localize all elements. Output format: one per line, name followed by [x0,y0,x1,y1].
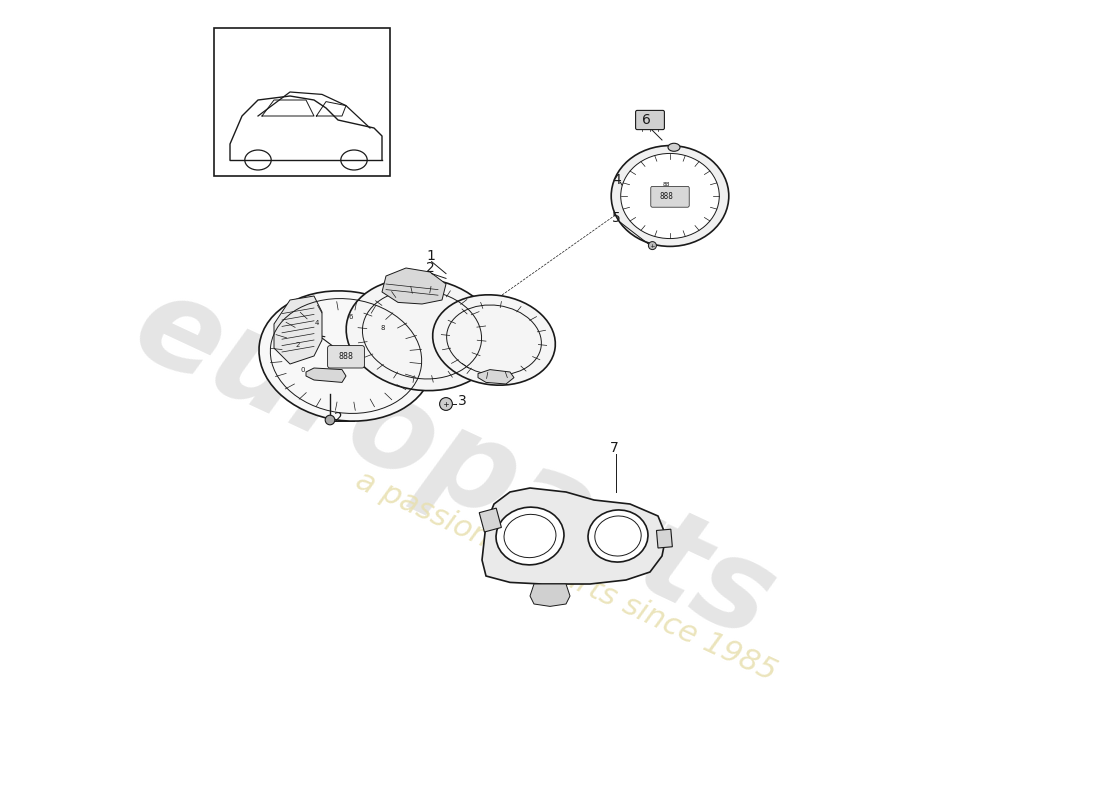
Text: a passion for parts since 1985: a passion for parts since 1985 [351,466,781,686]
Text: europarts: europarts [116,263,793,665]
Bar [480,508,502,532]
Ellipse shape [612,146,729,246]
Polygon shape [306,368,346,382]
Polygon shape [478,370,514,384]
Circle shape [326,415,334,425]
Text: 3: 3 [458,394,466,408]
Text: 7: 7 [610,441,618,455]
Bar [657,530,672,548]
Ellipse shape [258,291,433,421]
Text: 4: 4 [613,173,621,187]
FancyBboxPatch shape [328,346,364,368]
Polygon shape [646,220,678,236]
Text: 1: 1 [426,249,434,263]
Polygon shape [530,584,570,606]
Circle shape [648,242,657,250]
Text: 6: 6 [349,314,353,320]
Text: 2: 2 [296,342,300,348]
Text: 888: 888 [339,352,353,362]
Text: 2: 2 [426,261,434,275]
Text: 6: 6 [642,113,651,127]
Text: 88: 88 [663,182,671,187]
Ellipse shape [432,295,556,385]
Text: 0: 0 [301,366,306,373]
Ellipse shape [668,143,680,151]
Ellipse shape [346,278,498,390]
Text: 5: 5 [613,211,621,226]
Text: 4: 4 [315,320,319,326]
Ellipse shape [496,507,564,565]
Circle shape [440,398,452,410]
Ellipse shape [620,154,719,238]
Bar [214,28,390,176]
Polygon shape [382,268,446,304]
Text: 888: 888 [660,192,673,202]
Polygon shape [482,488,666,584]
FancyBboxPatch shape [636,110,664,130]
Text: 2: 2 [334,411,343,426]
Polygon shape [274,296,322,364]
FancyBboxPatch shape [651,186,690,207]
Ellipse shape [588,510,648,562]
Text: 8: 8 [381,326,385,331]
